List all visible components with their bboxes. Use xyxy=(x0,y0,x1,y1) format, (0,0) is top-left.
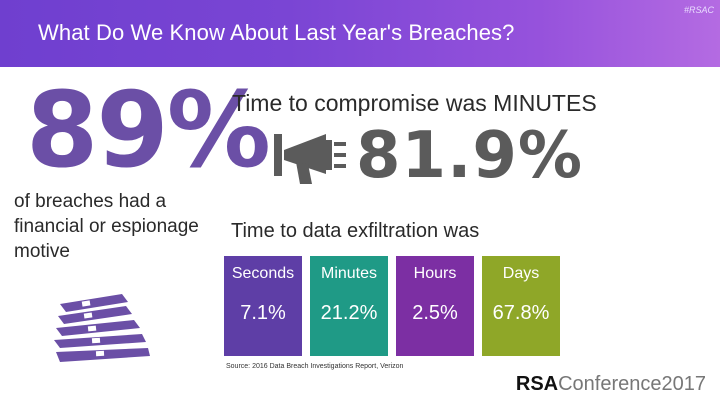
logo-conference: Conference2017 xyxy=(558,373,706,395)
compromise-stat: 81.9% xyxy=(356,119,584,193)
bar-seconds: Seconds 7.1% xyxy=(224,256,302,356)
bar-category: Days xyxy=(502,265,540,282)
bar-value: 7.1% xyxy=(240,302,286,324)
bar-minutes: Minutes 21.2% xyxy=(310,256,388,356)
source-citation: Source: 2016 Data Breach Investigations … xyxy=(226,363,404,370)
big-stat: 89% xyxy=(26,69,271,191)
bar-days: Days 67.8% xyxy=(482,256,560,356)
bar-hours: Hours 2.5% xyxy=(396,256,474,356)
conference-logo: RSAConference2017 xyxy=(516,374,706,394)
bar-category: Hours xyxy=(413,265,457,282)
logo-rsa: RSA xyxy=(515,373,559,395)
compromise-label: Time to compromise was MINUTES xyxy=(232,90,597,116)
bar-value: 21.2% xyxy=(320,302,378,324)
megaphone-icon xyxy=(274,134,346,184)
slide-title: What Do We Know About Last Year's Breach… xyxy=(38,20,515,45)
motive-description: of breaches had a financial or espionage… xyxy=(14,191,199,262)
title-banner: What Do We Know About Last Year's Breach… xyxy=(0,0,720,67)
hashtag: #RSAC xyxy=(683,5,714,15)
exfiltration-label: Time to data exfiltration was xyxy=(231,220,480,242)
bar-category: Minutes xyxy=(320,265,378,282)
money-stack-icon xyxy=(54,294,150,362)
bar-value: 2.5% xyxy=(412,302,458,324)
bar-value: 67.8% xyxy=(492,302,550,324)
bar-category: Seconds xyxy=(231,265,295,282)
